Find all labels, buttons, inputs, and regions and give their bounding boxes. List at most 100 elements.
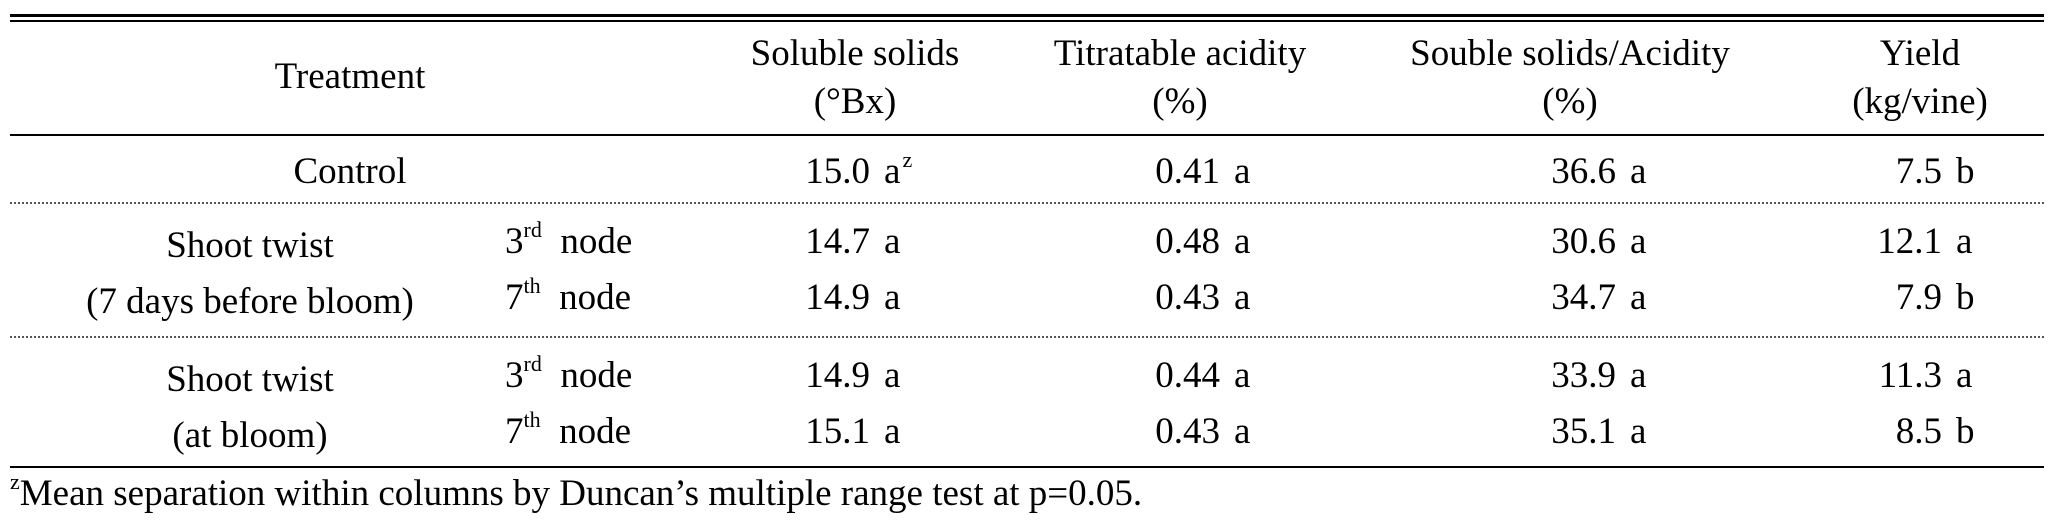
group-1-row-2-yield-letter: b (1956, 277, 1975, 318)
group-1-row-2-soluble-solids: 14.9 a (790, 274, 900, 322)
group-1-row-2-node-num: 7 (505, 277, 524, 318)
group-1-row-2-acidity-letter: a (1234, 277, 1251, 318)
group-2-row-1-soluble-solids: 14.9 a (790, 352, 900, 400)
group-1-row-1-node-num: 3 (505, 221, 524, 262)
control-yield: 7.5 b (1862, 148, 1975, 196)
header-rule (10, 134, 2044, 136)
header-titratable-acidity: Titratable acidity (%) (1030, 30, 1330, 126)
group-2-row-1-yield-value: 11.3 (1878, 355, 1942, 396)
group-1-row-2-ratio: 34.7 a (1536, 274, 1646, 322)
header-soluble-solids-line1: Soluble solids (750, 33, 960, 74)
group-1-row-1-ratio-value: 30.6 (1551, 221, 1616, 262)
group-2-label: Shoot twist (at bloom) (30, 352, 470, 464)
group-2-label-line1: Shoot twist (166, 359, 334, 400)
group-1-row-1-node-sup: rd (523, 217, 542, 242)
group-1-row-2-acidity-value: 0.43 (1155, 277, 1220, 318)
group-2-row-1-acidity-value: 0.44 (1155, 355, 1220, 396)
group-1-row-2-yield: 7.9 b (1862, 274, 1975, 322)
group-2-row-1-acidity-letter: a (1234, 355, 1251, 396)
control-ratio: 36.6 a (1536, 148, 1646, 196)
group-1-row-2-soluble-solids-value: 14.9 (805, 277, 870, 318)
group-1-row-1-acidity: 0.48 a (1140, 218, 1250, 266)
top-rule-inner (10, 20, 2044, 22)
group-2-row-1-soluble-solids-letter: a (884, 355, 901, 396)
group-1-divider (10, 336, 2044, 338)
group-2-row-2-yield: 8.5 b (1862, 408, 1975, 456)
group-2-row-2-soluble-solids-letter: a (884, 411, 901, 452)
group-2-row-2-node: 7th node (505, 408, 631, 456)
group-1-row-1-node-word: node (560, 221, 633, 262)
group-2-row-2-node-sup: th (523, 407, 541, 432)
footnote-text: Mean separation within columns by Duncan… (19, 473, 1143, 514)
group-2-row-2-node-word: node (559, 411, 632, 452)
group-1-row-1-soluble-solids-letter: a (884, 221, 901, 262)
group-1-row-1-acidity-value: 0.48 (1155, 221, 1220, 262)
control-yield-value: 7.5 (1895, 151, 1942, 192)
footnote-marker: z (10, 469, 20, 494)
group-2-row-2-yield-value: 8.5 (1895, 411, 1942, 452)
group-1-row-1-ratio: 30.6 a (1536, 218, 1646, 266)
group-2-row-2-node-num: 7 (505, 411, 524, 452)
header-yield-line1: Yield (1879, 33, 1961, 74)
header-soluble-solids-line2: (°Bx) (813, 81, 897, 122)
footnote: zMean separation within columns by Dunca… (10, 470, 1142, 518)
control-soluble-solids-letter: az (884, 148, 912, 196)
control-footnote-marker: z (902, 147, 913, 172)
control-yield-letter: b (1956, 151, 1975, 192)
group-2-row-2-acidity: 0.43 a (1140, 408, 1250, 456)
group-1-row-2-node-word: node (559, 277, 632, 318)
group-2-row-1-ratio-value: 33.9 (1551, 355, 1616, 396)
top-rule-outer (10, 14, 2044, 17)
group-1-row-1-soluble-solids: 14.7 a (790, 218, 900, 266)
group-1-label-line1: Shoot twist (166, 225, 334, 266)
group-2-row-1-node-num: 3 (505, 355, 524, 396)
header-ratio: Souble solids/Acidity (%) (1380, 30, 1760, 126)
group-2-row-2-acidity-letter: a (1234, 411, 1251, 452)
group-2-row-2-soluble-solids-value: 15.1 (805, 411, 870, 452)
header-titratable-acidity-line1: Titratable acidity (1053, 33, 1307, 74)
group-1-row-1-yield-value: 12.1 (1877, 221, 1942, 262)
group-1-row-2-ratio-letter: a (1630, 277, 1647, 318)
group-2-row-1-node-sup: rd (523, 351, 542, 376)
group-1-row-1-acidity-letter: a (1234, 221, 1251, 262)
control-acidity: 0.41 a (1140, 148, 1250, 196)
control-label: Control (293, 151, 407, 192)
group-1-row-2-yield-value: 7.9 (1895, 277, 1942, 318)
group-1-row-2-node: 7th node (505, 274, 631, 322)
control-acidity-letter: a (1234, 151, 1251, 192)
group-1-row-2-ratio-value: 34.7 (1551, 277, 1616, 318)
group-1-row-1-soluble-solids-value: 14.7 (805, 221, 870, 262)
group-2-row-1-node: 3rd node (505, 352, 632, 400)
header-ratio-line1: Souble solids/Acidity (1410, 33, 1730, 74)
group-2-row-1-yield-letter: a (1956, 355, 1973, 396)
control-ratio-value: 36.6 (1551, 151, 1616, 192)
group-2-row-1-ratio: 33.9 a (1536, 352, 1646, 400)
group-2-row-2-ratio-letter: a (1630, 411, 1647, 452)
group-2-row-2-ratio: 35.1 a (1536, 408, 1646, 456)
header-titratable-acidity-line2: (%) (1152, 81, 1208, 122)
group-2-row-2-soluble-solids: 15.1 a (790, 408, 900, 456)
control-acidity-value: 0.41 (1155, 151, 1220, 192)
header-ratio-line2: (%) (1542, 81, 1598, 122)
group-1-row-1-ratio-letter: a (1630, 221, 1647, 262)
group-2-row-1-acidity: 0.44 a (1140, 352, 1250, 400)
header-treatment: Treatment (274, 56, 426, 97)
group-1-label-line2: (7 days before bloom) (86, 281, 414, 322)
group-1-row-1-yield-letter: a (1956, 221, 1973, 262)
group-1-row-1-node: 3rd node (505, 218, 632, 266)
group-2-label-line2: (at bloom) (172, 415, 328, 456)
control-ratio-letter: a (1630, 151, 1647, 192)
header-soluble-solids: Soluble solids (°Bx) (690, 30, 1020, 126)
control-soluble-solids-letter-text: a (884, 151, 901, 192)
control-divider (10, 202, 2044, 204)
header-yield-line2: (kg/vine) (1852, 81, 1988, 122)
group-2-row-1-soluble-solids-value: 14.9 (805, 355, 870, 396)
group-2-row-2-yield-letter: b (1956, 411, 1975, 452)
group-2-row-1-yield: 11.3 a (1862, 352, 1973, 400)
group-1-row-2-node-sup: th (523, 273, 541, 298)
group-1-label: Shoot twist (7 days before bloom) (30, 218, 470, 330)
group-2-row-2-acidity-value: 0.43 (1155, 411, 1220, 452)
control-soluble-solids: 15.0 az (790, 148, 912, 196)
bottom-rule (10, 466, 2044, 468)
group-1-row-2-soluble-solids-letter: a (884, 277, 901, 318)
